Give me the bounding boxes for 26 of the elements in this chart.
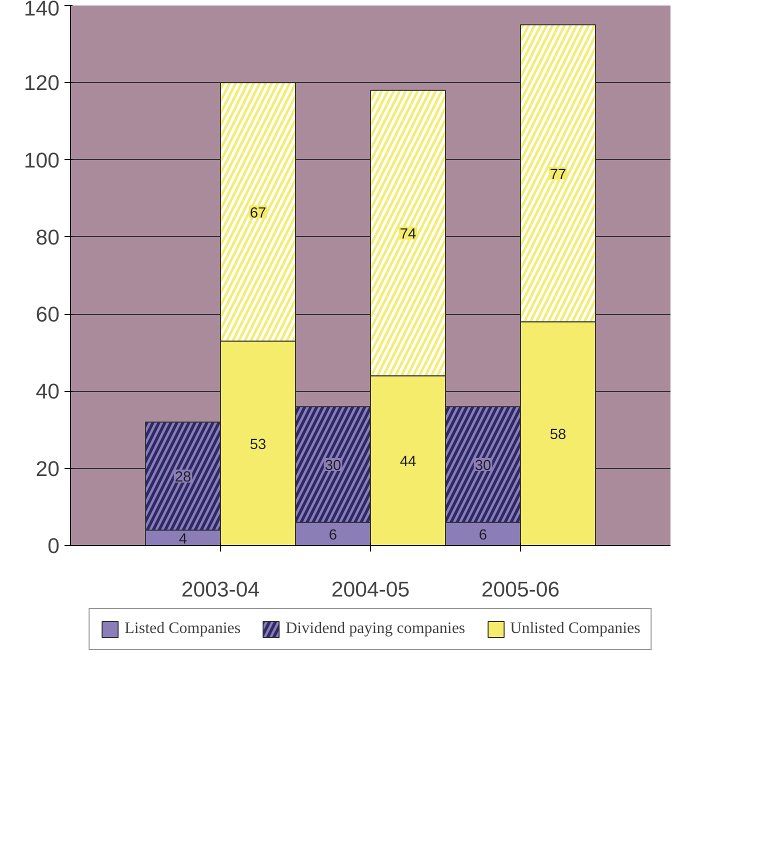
data-label: 30 — [474, 458, 492, 474]
y-tick-label: 40 — [36, 380, 60, 404]
data-label: 4 — [178, 531, 188, 548]
y-tick-label: 20 — [36, 456, 60, 481]
data-label: 67 — [250, 205, 266, 222]
data-label: 28 — [174, 470, 192, 486]
y-tick-label: 80 — [36, 225, 60, 250]
legend-label: Unlisted Companies — [510, 620, 640, 638]
data-label: 77 — [550, 166, 566, 183]
y-tick-label: 100 — [24, 148, 60, 172]
legend-label: Listed Companies — [124, 620, 241, 638]
data-label: 44 — [400, 454, 416, 470]
x-tick-label: 2005-06 — [481, 578, 560, 602]
x-tick-label: 2004-05 — [331, 578, 410, 602]
data-label: 30 — [324, 458, 342, 474]
data-label: 74 — [400, 226, 416, 243]
y-tick-label: 60 — [36, 302, 60, 327]
data-label: 53 — [250, 436, 266, 453]
y-tick-label: 140 — [24, 0, 60, 20]
data-label: 6 — [478, 527, 488, 544]
x-tick-label: 2003-04 — [181, 578, 260, 602]
data-label: 58 — [550, 427, 566, 444]
y-tick-label: 0 — [48, 534, 60, 558]
legend-label: Dividend paying companies — [286, 620, 466, 638]
data-label: 6 — [328, 527, 338, 544]
y-tick-label: 120 — [24, 71, 60, 96]
